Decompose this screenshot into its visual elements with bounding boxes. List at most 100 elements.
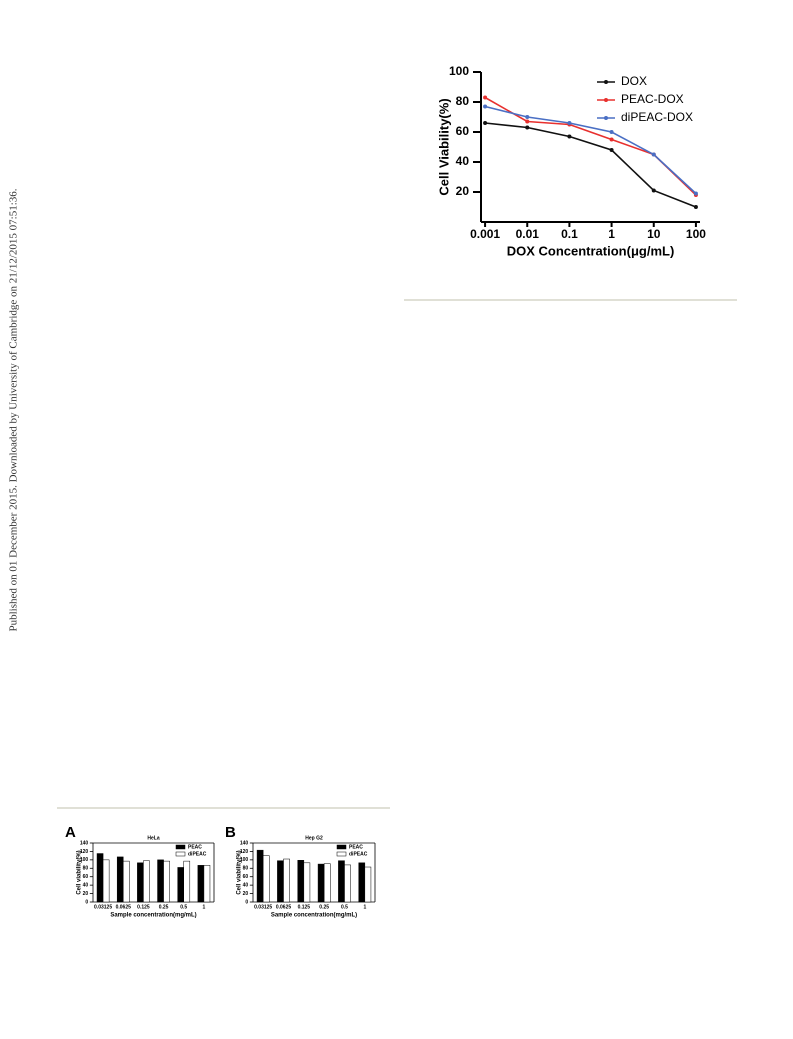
point xyxy=(525,119,530,124)
y-tick-label: 0 xyxy=(85,899,88,905)
x-tick-label: 0.0625 xyxy=(276,904,292,910)
y-tick-label: 120 xyxy=(80,849,89,855)
legend-label: PEAC xyxy=(188,844,202,850)
bar xyxy=(344,864,351,903)
y-tick-label: 140 xyxy=(80,840,89,846)
x-tick-label: 0.01 xyxy=(516,227,540,241)
legend-swatch xyxy=(336,851,347,857)
x-tick-label: 0.001 xyxy=(470,227,500,241)
x-tick-label: 0.03125 xyxy=(254,904,272,910)
y-tick-label: 20 xyxy=(83,891,89,897)
legend-label: PEAC xyxy=(349,844,363,850)
x-axis-label: Sample concentration(mg/mL) xyxy=(271,913,357,919)
x-tick-label: 10 xyxy=(647,227,661,241)
y-tick-label: 60 xyxy=(456,124,470,138)
y-tick-label: 140 xyxy=(240,840,249,846)
bar xyxy=(96,853,104,903)
point xyxy=(525,125,530,130)
bar xyxy=(297,860,305,903)
chart-title: Hep G2 xyxy=(305,835,323,841)
bar xyxy=(317,863,325,903)
y-tick-label: 40 xyxy=(456,154,470,168)
bar xyxy=(197,865,205,903)
point xyxy=(567,121,572,125)
x-tick-label: 0.0625 xyxy=(116,904,132,910)
bar xyxy=(358,862,366,903)
x-tick-label: 0.1 xyxy=(561,227,578,241)
point xyxy=(483,121,488,125)
bar xyxy=(303,862,311,903)
panel-label: B xyxy=(225,824,236,841)
y-axis-label: Cell viability(%) xyxy=(77,850,83,894)
x-axis-label: Sample concentration(mg/mL) xyxy=(110,913,196,919)
line xyxy=(484,105,697,195)
y-tick-label: 120 xyxy=(240,849,249,855)
legend-label: PEAC-DOX xyxy=(621,92,684,106)
legend-marker xyxy=(604,116,608,120)
y-tick-label: 60 xyxy=(243,874,249,880)
bar xyxy=(143,860,150,903)
x-axis-label: DOX Concentration(μg/mL) xyxy=(507,243,675,258)
bar xyxy=(364,866,372,903)
x-tick-label: 1 xyxy=(608,227,615,241)
legend-swatch xyxy=(175,851,186,857)
x-tick-label: 1 xyxy=(203,904,206,910)
bar xyxy=(157,859,164,903)
legend-label: diPEAC xyxy=(349,851,368,857)
point xyxy=(609,148,614,152)
y-tick-label: 0 xyxy=(245,899,248,905)
x-tick-label: 0.03125 xyxy=(94,904,112,910)
y-tick-label: 60 xyxy=(83,874,89,880)
y-tick-label: 100 xyxy=(240,857,249,863)
bar xyxy=(283,858,290,903)
line xyxy=(485,122,697,208)
y-axis-label: Cell viability(%) xyxy=(237,850,243,894)
x-tick-label: 0.125 xyxy=(137,904,150,910)
bar xyxy=(163,860,170,903)
bar xyxy=(262,855,270,903)
legend-swatch xyxy=(175,844,186,850)
y-tick-label: 100 xyxy=(449,64,469,78)
bar xyxy=(183,860,191,903)
bar xyxy=(277,860,284,903)
bar xyxy=(137,862,144,903)
bar xyxy=(102,859,110,903)
legend-marker xyxy=(604,80,608,84)
legend-label: diPEAC-DOX xyxy=(621,110,693,124)
point xyxy=(651,152,656,157)
x-tick-label: 1 xyxy=(363,904,366,910)
bar xyxy=(338,860,345,903)
y-tick-label: 40 xyxy=(243,882,249,888)
bar xyxy=(116,856,124,903)
sidebar-note: Published on 01 December 2015. Downloade… xyxy=(8,188,20,631)
bar xyxy=(203,865,211,903)
y-tick-label: 80 xyxy=(83,866,89,872)
x-tick-label: 0.5 xyxy=(341,904,348,910)
panel-label: A xyxy=(65,824,76,841)
bar xyxy=(177,867,184,903)
y-tick-label: 20 xyxy=(456,184,470,198)
x-tick-label: 0.125 xyxy=(298,904,311,910)
y-tick-label: 40 xyxy=(83,882,89,888)
x-tick-label: 100 xyxy=(686,227,706,241)
legend-label: DOX xyxy=(621,74,647,88)
bar xyxy=(123,860,130,903)
point xyxy=(651,188,656,193)
point xyxy=(609,130,614,134)
y-axis-label: Cell Viability(%) xyxy=(436,98,451,195)
y-tick-label: 80 xyxy=(243,866,249,872)
legend-swatch xyxy=(336,844,347,850)
chart-title: HeLa xyxy=(147,835,159,841)
point xyxy=(483,104,488,109)
y-tick-label: 100 xyxy=(80,857,89,863)
x-tick-label: 0.5 xyxy=(180,904,187,910)
legend-label: diPEAC xyxy=(188,851,207,857)
point xyxy=(609,137,614,142)
x-tick-label: 0.25 xyxy=(159,904,169,910)
point xyxy=(693,191,698,196)
y-tick-label: 20 xyxy=(243,891,249,897)
point xyxy=(567,134,572,139)
legend-marker xyxy=(604,98,608,102)
